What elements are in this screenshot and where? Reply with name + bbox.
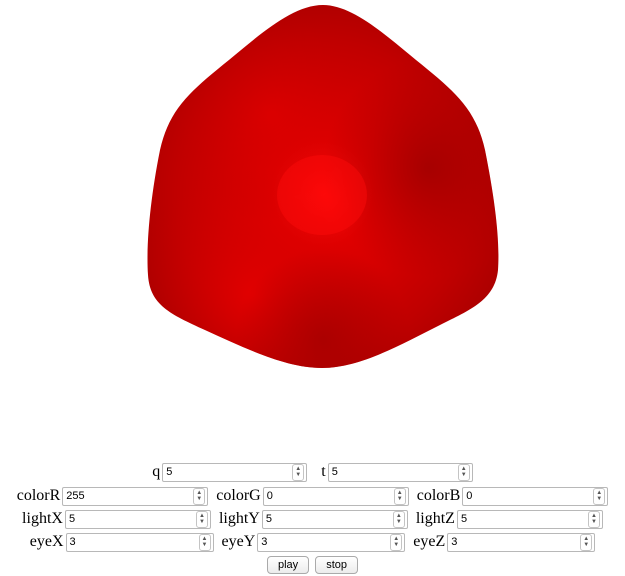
spinner-arrows-icon[interactable]: ▲ ▼ — [392, 510, 405, 528]
eyeZ-label: eyeZ — [413, 533, 446, 550]
spinner-arrows-icon[interactable]: ▲ ▼ — [593, 487, 606, 505]
spinner-arrows-icon[interactable]: ▲ ▼ — [198, 533, 211, 551]
lightX-label: lightX — [22, 510, 63, 527]
stop-button[interactable]: stop — [315, 556, 358, 574]
colorG-value: 0 — [266, 490, 273, 502]
eyeY-label: eyeY — [221, 533, 256, 550]
lightZ-field: lightZ 5 ▲ ▼ — [415, 509, 603, 529]
lightX-input[interactable]: 5 ▲ ▼ — [64, 509, 211, 529]
lightZ-label: lightZ — [415, 510, 455, 527]
eyeX-label: eyeX — [29, 533, 64, 550]
params-row: q 5 ▲ ▼ t 5 ▲ ▼ — [0, 461, 625, 483]
lightZ-value: 5 — [460, 513, 468, 525]
spinner-arrows-icon[interactable]: ▲ ▼ — [193, 487, 206, 505]
eyeX-value: 3 — [69, 536, 76, 548]
lightY-label: lightY — [218, 510, 260, 527]
eyeX-field: eyeX 3 ▲ ▼ — [29, 532, 214, 552]
spinner-arrows-icon[interactable]: ▲ ▼ — [457, 463, 470, 481]
eyeZ-value: 3 — [451, 536, 458, 548]
q-input[interactable]: 5 ▲ ▼ — [162, 462, 308, 482]
spinner-arrows-icon[interactable]: ▲ ▼ — [390, 533, 403, 551]
lightY-input[interactable]: 5 ▲ ▼ — [261, 509, 408, 529]
eyeZ-field: eyeZ 3 ▲ ▼ — [413, 532, 596, 552]
eyeY-input[interactable]: 3 ▲ ▼ — [257, 532, 406, 552]
lightX-value: 5 — [68, 513, 76, 525]
eye-row: eyeX 3 ▲ ▼ eyeY 3 ▲ ▼ eyeZ 3 ▲ ▼ — [0, 531, 625, 553]
colorB-value: 0 — [466, 490, 473, 502]
spinner-arrows-icon[interactable]: ▲ ▼ — [587, 510, 600, 528]
play-button[interactable]: play — [267, 556, 310, 574]
colorG-input[interactable]: 0 ▲ ▼ — [262, 486, 409, 506]
lightY-field: lightY 5 ▲ ▼ — [218, 509, 408, 529]
spinner-arrows-icon[interactable]: ▲ ▼ — [292, 463, 305, 481]
colorR-input[interactable]: 255 ▲ ▼ — [62, 486, 209, 506]
q-label: q — [152, 463, 161, 480]
spinner-arrows-icon[interactable]: ▲ ▼ — [580, 533, 593, 551]
spinner-arrows-icon[interactable]: ▲ ▼ — [393, 487, 406, 505]
eyeZ-input[interactable]: 3 ▲ ▼ — [447, 532, 596, 552]
colorG-label: colorG — [216, 487, 261, 504]
colorR-label: colorR — [16, 487, 61, 504]
shaded-shape — [147, 5, 499, 368]
colorR-field: colorR 255 ▲ ▼ — [16, 486, 209, 506]
lightZ-input[interactable]: 5 ▲ ▼ — [456, 509, 603, 529]
colorR-value: 255 — [66, 490, 85, 502]
eyeY-value: 3 — [261, 536, 268, 548]
light-row: lightX 5 ▲ ▼ lightY 5 ▲ ▼ lightZ 5 ▲ ▼ — [0, 508, 625, 530]
t-value: 5 — [331, 466, 338, 478]
t-input[interactable]: 5 ▲ ▼ — [327, 462, 473, 482]
colorB-field: colorB 0 ▲ ▼ — [416, 486, 609, 506]
t-label: t — [321, 463, 326, 480]
button-row: play stop — [0, 554, 625, 576]
spinner-arrows-icon[interactable]: ▲ ▼ — [195, 510, 208, 528]
colorB-label: colorB — [416, 487, 461, 504]
eyeX-input[interactable]: 3 ▲ ▼ — [65, 532, 214, 552]
color-row: colorR 255 ▲ ▼ colorG 0 ▲ ▼ colorB 0 ▲ ▼ — [0, 485, 625, 507]
colorG-field: colorG 0 ▲ ▼ — [216, 486, 409, 506]
q-field: q 5 ▲ ▼ — [152, 462, 308, 482]
lightX-field: lightX 5 ▲ ▼ — [22, 509, 211, 529]
eyeY-field: eyeY 3 ▲ ▼ — [221, 532, 406, 552]
q-value: 5 — [166, 466, 173, 478]
render-canvas — [147, 5, 499, 368]
lightY-value: 5 — [265, 513, 272, 525]
t-field: t 5 ▲ ▼ — [321, 462, 473, 482]
colorB-input[interactable]: 0 ▲ ▼ — [462, 486, 609, 506]
